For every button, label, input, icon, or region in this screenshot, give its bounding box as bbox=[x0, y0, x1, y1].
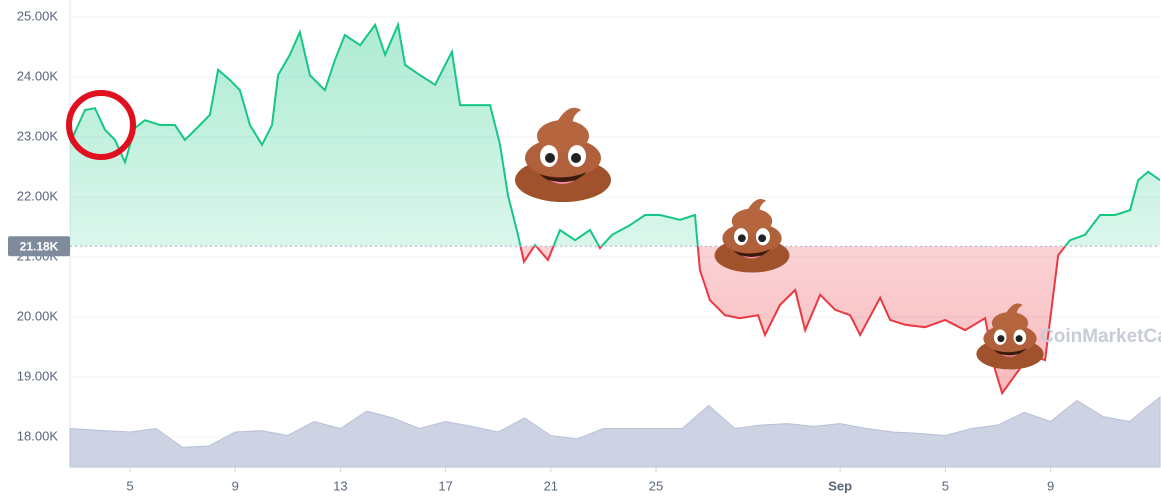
x-tick-label: 9 bbox=[232, 478, 239, 493]
area-up bbox=[70, 24, 1160, 247]
x-tick-label: 21 bbox=[544, 478, 558, 493]
area-down bbox=[70, 246, 1160, 394]
x-tick-label: 9 bbox=[1047, 478, 1054, 493]
emoji bbox=[714, 199, 790, 273]
y-tick-label: 18.00K bbox=[17, 428, 59, 443]
annotation-circle bbox=[66, 90, 136, 160]
y-tick-label: 19.00K bbox=[17, 368, 59, 383]
price-line-up bbox=[70, 21, 1160, 247]
area bbox=[70, 24, 1160, 394]
x-tick-label: 25 bbox=[649, 478, 663, 493]
x-tick-label: 5 bbox=[126, 478, 133, 493]
volume bbox=[69, 395, 1161, 468]
watermark: CoinMarketCap bbox=[1040, 326, 1161, 347]
price-line-down bbox=[519, 246, 1067, 396]
y-tick-label: 20.00K bbox=[17, 308, 59, 323]
y-tick-label: 24.00K bbox=[17, 68, 59, 83]
y-tick-label: 22.00K bbox=[17, 188, 59, 203]
reference-badge bbox=[8, 236, 70, 257]
price-line bbox=[70, 21, 1160, 396]
volume-area bbox=[69, 395, 1161, 468]
x-tick-label: 13 bbox=[333, 478, 347, 493]
y-tick-label: 23.00K bbox=[17, 128, 59, 143]
emoji bbox=[515, 107, 611, 202]
x-tick-label: Sep bbox=[828, 478, 852, 493]
labels: 18.00K19.00K20.00K21.00K22.00K23.00K24.0… bbox=[8, 8, 1054, 493]
x-tick-label: 5 bbox=[942, 478, 949, 493]
y-tick-label: 25.00K bbox=[17, 8, 59, 23]
reference-label: 21.18K bbox=[20, 239, 59, 253]
x-tick-label: 17 bbox=[438, 478, 452, 493]
